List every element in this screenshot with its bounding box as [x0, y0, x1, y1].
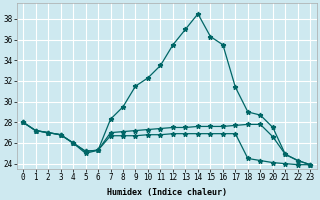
- X-axis label: Humidex (Indice chaleur): Humidex (Indice chaleur): [107, 188, 227, 197]
